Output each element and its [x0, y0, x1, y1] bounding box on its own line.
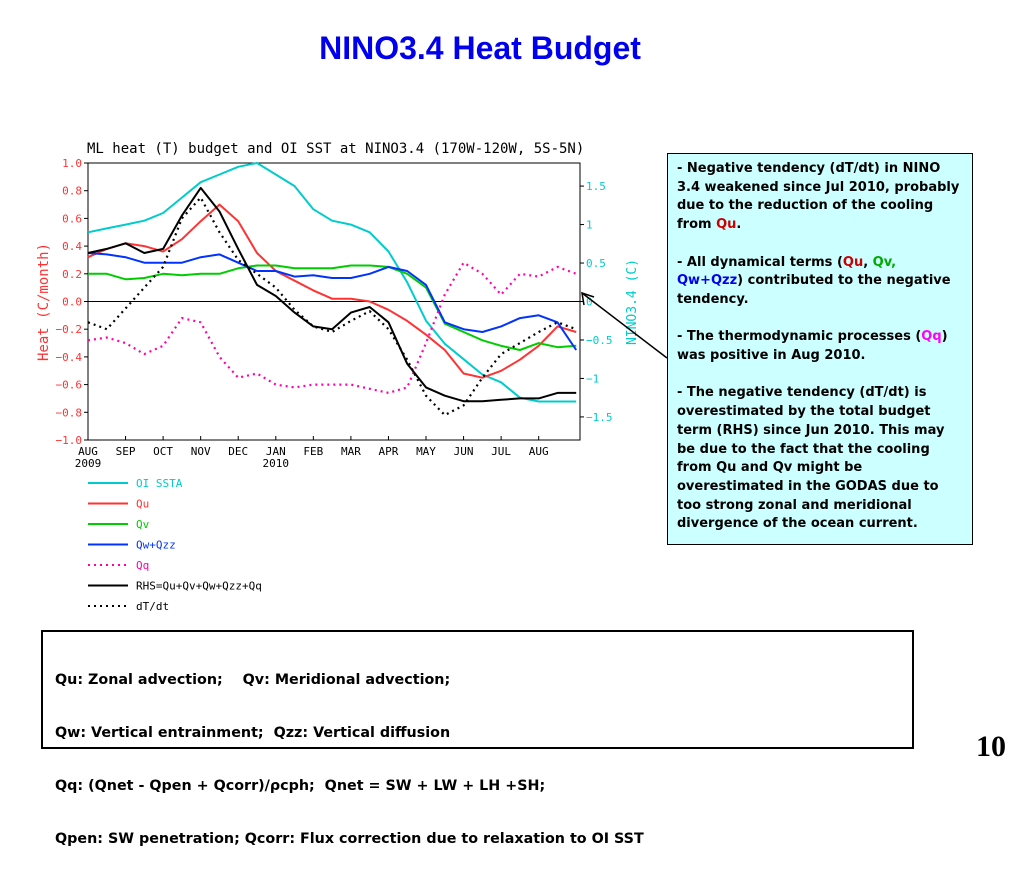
x-tick-label: FEB	[303, 445, 323, 458]
series-line-rhs-qu-qv-qw-qzz-qq	[87, 186, 577, 403]
definitions-box: Qu: Zonal advection; Qv: Meridional adve…	[41, 630, 914, 847]
series-line-qq	[87, 261, 577, 394]
chart-title: ML heat (T) budget and OI SST at NINO3.4…	[87, 141, 584, 157]
y-axis-label: Heat (C/month)	[36, 243, 52, 361]
x-tick-label: SEP	[116, 445, 136, 458]
note-2: - All dynamical terms (Qu, Qv, Qw+Qzz) c…	[677, 254, 951, 307]
y2-tick-label: 1.5	[586, 180, 606, 193]
plot-area: −1.0 −0.8 −0.6 −0.4 −0.2 0.0 0.2 0.4 0.6 0.8 1.0 −1…	[56, 157, 613, 470]
y2-axis-label: NINO3.4 (C)	[625, 259, 640, 345]
y-tick-label: −1.0	[56, 434, 83, 447]
definition-line: Qw: Vertical entrainment; Qzz: Vertical …	[55, 724, 451, 741]
legend-label: Qq	[136, 559, 149, 572]
page-number: 10	[976, 730, 1006, 763]
y-tick-label: 0.4	[62, 240, 82, 253]
legend-label: OI SSTA	[136, 477, 183, 490]
y2-tick-label: 0.5	[586, 257, 606, 270]
legend: OI SSTA Qu Qv Qw+Qzz Qq RHS=Qu+Qv+Qw+Qzz+Qq dT…	[88, 477, 262, 613]
y2-tick-label: −0.5	[586, 334, 613, 347]
x-tick-label: OCT	[153, 445, 173, 458]
definition-line: Qq: (Qnet - Qpen + Qcorr)/ρcph; Qnet = S…	[55, 777, 546, 794]
y-tick-label: 1.0	[62, 157, 82, 170]
series-line-oi-ssta	[87, 162, 577, 403]
legend-label: dT/dt	[136, 600, 169, 613]
definition-line: Qu: Zonal advection; Qv: Meridional adve…	[55, 671, 451, 688]
x-tick-label: MAR	[341, 445, 361, 458]
definition-line: Qpen: SW penetration; Qcorr: Flux correc…	[55, 830, 644, 847]
legend-label: RHS=Qu+Qv+Qw+Qzz+Qq	[136, 580, 262, 593]
y2-tick-label: −1.5	[586, 411, 613, 424]
note-3: - The thermodynamic processes (Qq) was p…	[677, 329, 948, 363]
y-tick-label: −0.6	[56, 379, 83, 392]
x-tick-label: DEC	[228, 445, 248, 458]
x-tick-label: JUL	[491, 445, 511, 458]
series-line-dt-dt	[87, 196, 577, 417]
note-4: - The negative tendency (dT/dt) is overe…	[677, 385, 945, 532]
slide-title: NINO3.4 Heat Budget	[319, 30, 641, 66]
note-1: - Negative tendency (dT/dt) in NINO 3.4 …	[677, 161, 960, 233]
y-tick-label: 0.8	[62, 185, 82, 198]
x-tick-label: AUG 2009	[75, 445, 102, 470]
x-tick-label: JUN	[454, 445, 474, 458]
x-tick-label: AUG	[529, 445, 549, 458]
y2-tick-label: 0	[586, 296, 593, 309]
series-line-qv	[88, 264, 577, 351]
x-tick-label: NOV	[191, 445, 211, 458]
heat-budget-chart: ML heat (T) budget and OI SST at NINO3.4…	[36, 141, 640, 613]
y-tick-label: 0.2	[62, 268, 82, 281]
y-tick-label: 0.0	[62, 296, 82, 309]
y2-tick-label: 1	[586, 219, 593, 232]
legend-label: Qu	[136, 498, 149, 511]
legend-label: Qv	[136, 518, 150, 531]
y-tick-label: −0.8	[56, 406, 83, 419]
legend-label: Qw+Qzz	[136, 539, 176, 552]
annotation-arrow	[581, 291, 668, 359]
x-tick-label: JAN 2010	[263, 445, 290, 470]
y-tick-label: −0.4	[56, 351, 83, 364]
notes-panel: - Negative tendency (dT/dt) in NINO 3.4 …	[667, 153, 973, 545]
x-tick-label: APR	[379, 445, 399, 458]
series-line-qw-qzz	[87, 252, 578, 351]
y2-tick-label: −1	[586, 372, 599, 385]
y-tick-label: 0.6	[62, 212, 82, 225]
series-line-qu	[87, 203, 577, 379]
x-tick-label: MAY	[416, 445, 436, 458]
y-tick-label: −0.2	[56, 323, 83, 336]
